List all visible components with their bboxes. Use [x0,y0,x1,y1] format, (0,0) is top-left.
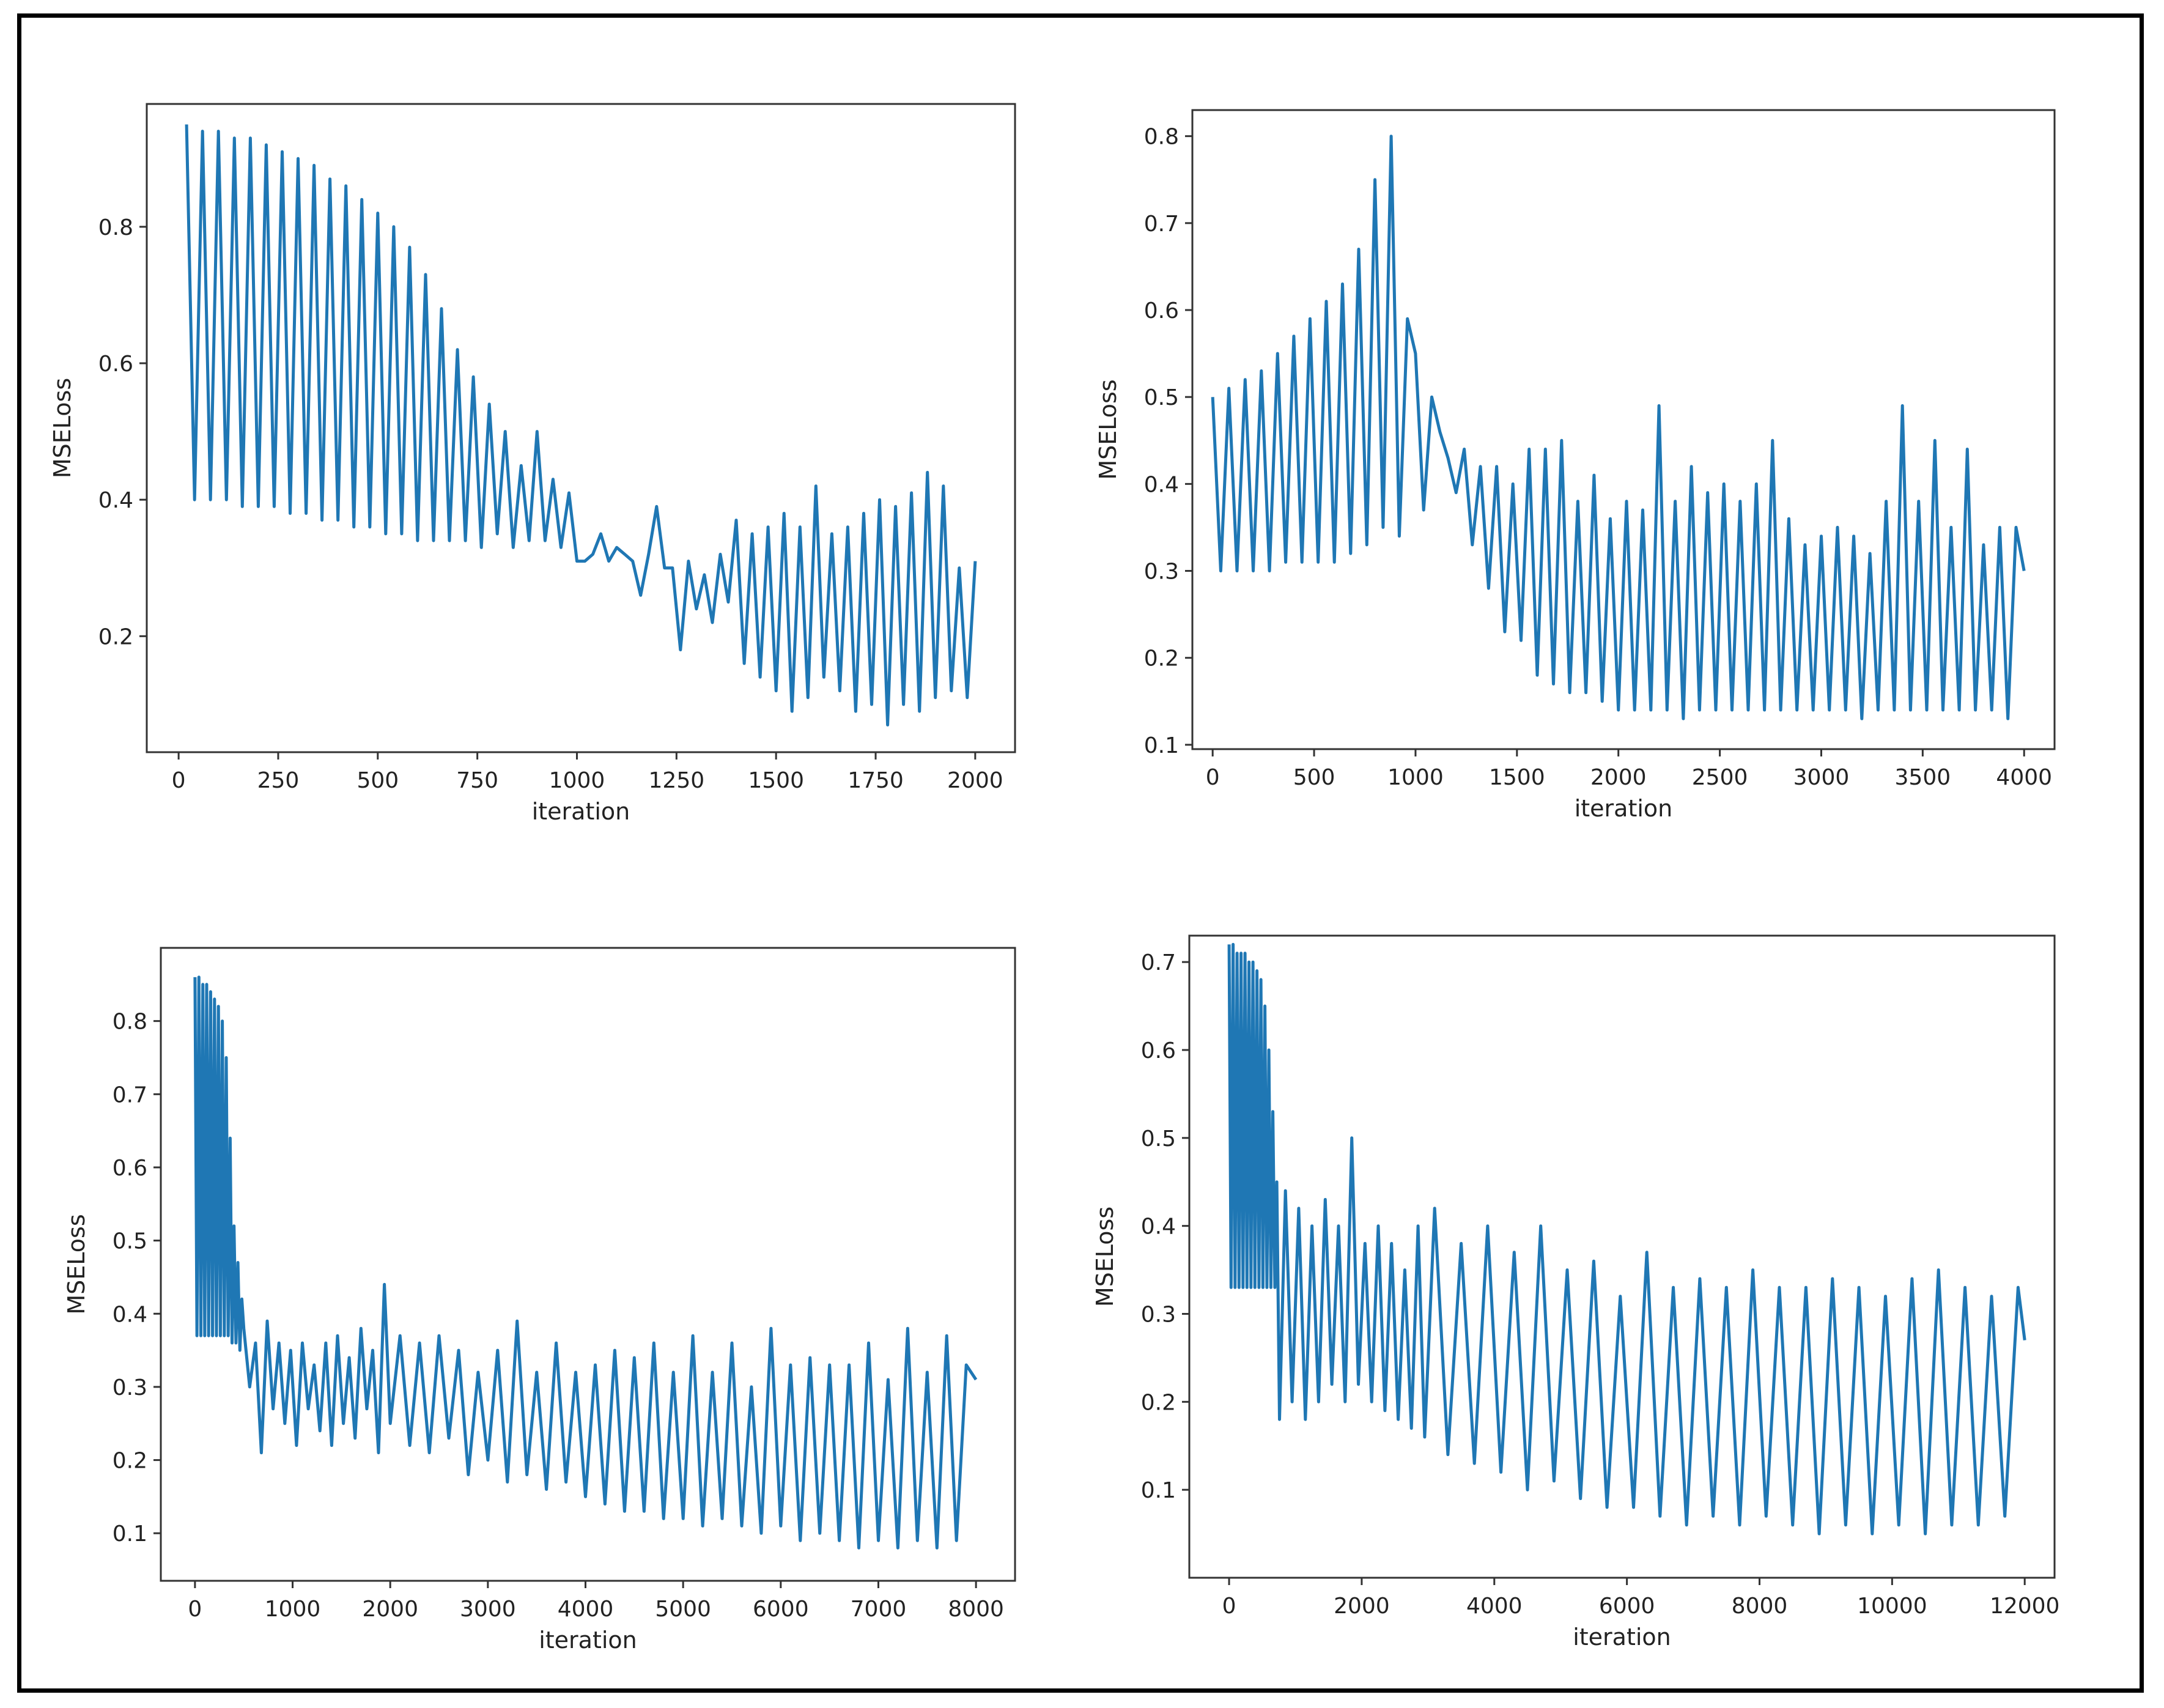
chart-top-left-xtick-label: 2000 [947,768,1003,793]
chart-bottom-left-xtick-label: 0 [188,1597,202,1622]
figure-frame [17,13,2144,1693]
chart-bottom-right-xtick-label: 8000 [1732,1594,1788,1619]
chart-bottom-right-xtick-label: 4000 [1466,1594,1523,1619]
chart-top-right-ytick-label: 0.8 [1144,125,1179,150]
chart-top-right-ytick-label: 0.3 [1144,560,1179,585]
chart-top-left-xtick-label: 1000 [549,768,605,793]
chart-bottom-right-ytick-label: 0.1 [1141,1478,1176,1503]
chart-bottom-left-xtick-label: 3000 [460,1597,516,1622]
chart-top-right-xtick-label: 2500 [1692,765,1748,790]
chart-top-right-ytick-label: 0.1 [1144,733,1179,758]
chart-bottom-right-xlabel: iteration [1573,1624,1671,1651]
chart-top-left-xtick-label: 250 [257,768,300,793]
chart-bottom-left-ytick-label: 0.6 [113,1156,147,1181]
chart-bottom-left-xtick-label: 4000 [558,1597,614,1622]
chart-top-right-xlabel: iteration [1575,795,1673,822]
chart-bottom-left-ytick-label: 0.8 [113,1010,147,1035]
chart-top-left-ytick-label: 0.6 [98,352,133,377]
chart-bottom-left-ytick-label: 0.5 [113,1229,147,1254]
chart-top-right-xtick-label: 1500 [1489,765,1545,790]
chart-bottom-left-xtick-label: 7000 [851,1597,907,1622]
chart-bottom-left-ytick-label: 0.1 [113,1521,147,1547]
chart-top-left-xtick-label: 750 [456,768,498,793]
chart-top-right-ytick-label: 0.5 [1144,385,1179,410]
chart-top-left-ytick-label: 0.2 [98,624,133,649]
chart-bottom-right-ytick-label: 0.5 [1141,1126,1176,1152]
chart-top-left-xtick-label: 1250 [649,768,705,793]
chart-top-right-xtick-label: 1000 [1387,765,1444,790]
chart-bottom-left-axes-frame [160,947,1016,1582]
chart-panel-top-right: 0 500 1000 1500 2000 2500 3000 3500 4000 0.1 0.2 0.… [1095,109,2056,822]
chart-top-right-xtick-label: 0 [1206,765,1220,790]
chart-bottom-right-xtick-label: 10000 [1857,1594,1927,1619]
chart-bottom-right-ytick-label: 0.6 [1141,1038,1176,1063]
chart-top-left-series-line [185,124,977,726]
chart-top-left-xtick-label: 1500 [748,768,804,793]
chart-bottom-right-xtick-label: 6000 [1599,1594,1655,1619]
chart-top-left-ytick-label: 0.8 [98,215,133,240]
chart-bottom-right-xtick-label: 12000 [1990,1594,2060,1619]
chart-bottom-right-series-line [1227,942,2026,1536]
chart-top-left-ytick-label: 0.4 [98,488,133,513]
chart-top-right-xtick-label: 2000 [1590,765,1647,790]
chart-bottom-left-ytick-label: 0.3 [113,1375,147,1400]
chart-panel-bottom-right: 0 2000 4000 6000 8000 10000 12000 0.1 0.2 0.3 0.4 0… [1091,934,2060,1651]
chart-bottom-left-ytick-label: 0.7 [113,1082,147,1107]
chart-bottom-left-series-line [193,975,978,1550]
chart-bottom-right-xtick-label: 0 [1222,1594,1236,1619]
chart-bottom-left-xtick-label: 2000 [362,1597,418,1622]
chart-bottom-right-ylabel: MSELoss [1091,1207,1118,1307]
chart-bottom-left-xtick-label: 1000 [265,1597,321,1622]
chart-bottom-right-ytick-label: 0.3 [1141,1302,1176,1327]
chart-top-right-series-line [1211,135,2026,720]
chart-top-right-xtick-label: 4000 [1996,765,2052,790]
chart-top-left-xtick-label: 500 [356,768,399,793]
chart-top-right-xtick-label: 3000 [1793,765,1850,790]
chart-top-left-xtick-label: 1750 [848,768,904,793]
chart-bottom-right-axes-frame [1188,934,2056,1579]
chart-bottom-right-ytick-label: 0.7 [1141,950,1176,975]
chart-top-right-ylabel: MSELoss [1095,379,1121,479]
chart-top-left-axes-frame [146,103,1016,753]
chart-top-left-ylabel: MSELoss [49,378,76,478]
chart-bottom-right-ytick-label: 0.4 [1141,1214,1176,1240]
chart-bottom-right-ytick-label: 0.2 [1141,1390,1176,1415]
chart-top-right-xtick-label: 3500 [1895,765,1951,790]
chart-bottom-left-xtick-label: 6000 [753,1597,809,1622]
chart-top-right-xtick-label: 500 [1293,765,1335,790]
chart-bottom-right-xtick-label: 2000 [1334,1594,1390,1619]
chart-top-right-ytick-label: 0.4 [1144,472,1179,497]
chart-bottom-left-xlabel: iteration [539,1627,637,1654]
chart-top-left-xlabel: iteration [532,798,630,825]
chart-top-right-ytick-label: 0.6 [1144,298,1179,323]
chart-bottom-left-ytick-label: 0.4 [113,1302,147,1327]
chart-top-right-ytick-label: 0.7 [1144,212,1179,237]
chart-top-right-ytick-label: 0.2 [1144,646,1179,671]
chart-bottom-left-ylabel: MSELoss [63,1214,90,1314]
chart-top-left-xtick-label: 0 [172,768,186,793]
chart-panel-top-left: 0 250 500 750 1000 1250 1500 1750 2000 0.2 0.4 0.6 0… [49,103,1016,825]
chart-panel-bottom-left: 0 1000 2000 3000 4000 5000 6000 7000 8000 0.1 0.2 0… [63,947,1016,1654]
chart-bottom-left-ytick-label: 0.2 [113,1449,147,1474]
chart-bottom-left-xtick-label: 5000 [655,1597,711,1622]
chart-top-right-axes-frame [1191,109,2056,750]
chart-bottom-left-xtick-label: 8000 [948,1597,1004,1622]
